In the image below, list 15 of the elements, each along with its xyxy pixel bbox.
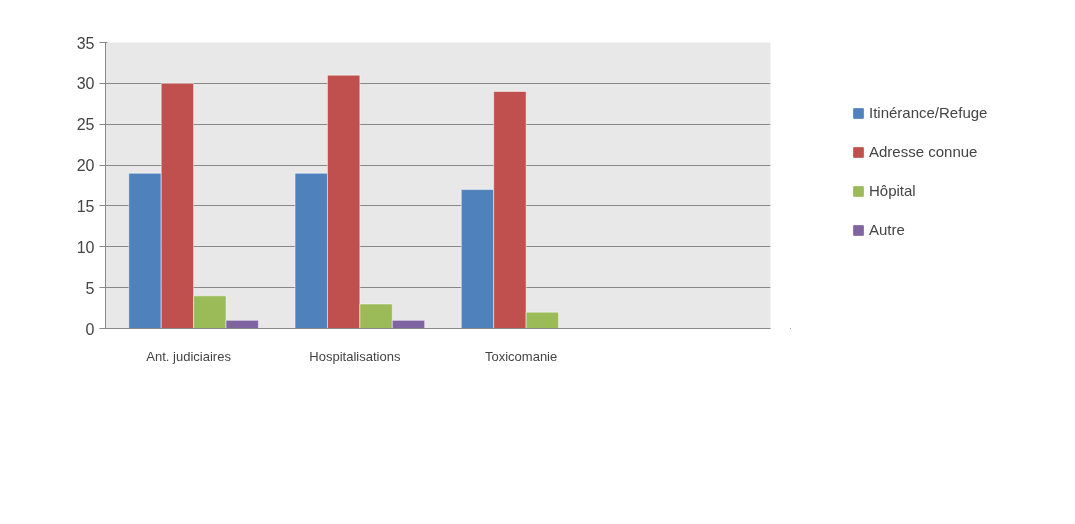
legend-label: Autre xyxy=(869,221,905,238)
y-tick-label: 25 xyxy=(76,116,95,134)
legend-label: Itinérance/Refuge xyxy=(869,104,988,121)
y-tick-label: 10 xyxy=(76,238,95,256)
legend-label: Adresse connue xyxy=(869,143,978,160)
legend-label: Hôpital xyxy=(869,182,916,199)
y-tick-label: 20 xyxy=(76,157,95,175)
y-tick-label: 5 xyxy=(85,279,95,297)
x-tick-label: Hospitalisations xyxy=(309,348,401,364)
y-tick-label: 15 xyxy=(76,197,95,215)
x-tick-label: Ant. judiciaires xyxy=(146,348,232,364)
x-tick-label: Toxicomanie xyxy=(485,348,558,364)
y-tick-label: 35 xyxy=(76,34,95,52)
y-tick-label: 0 xyxy=(85,320,95,338)
y-tick-label: 30 xyxy=(76,75,95,93)
